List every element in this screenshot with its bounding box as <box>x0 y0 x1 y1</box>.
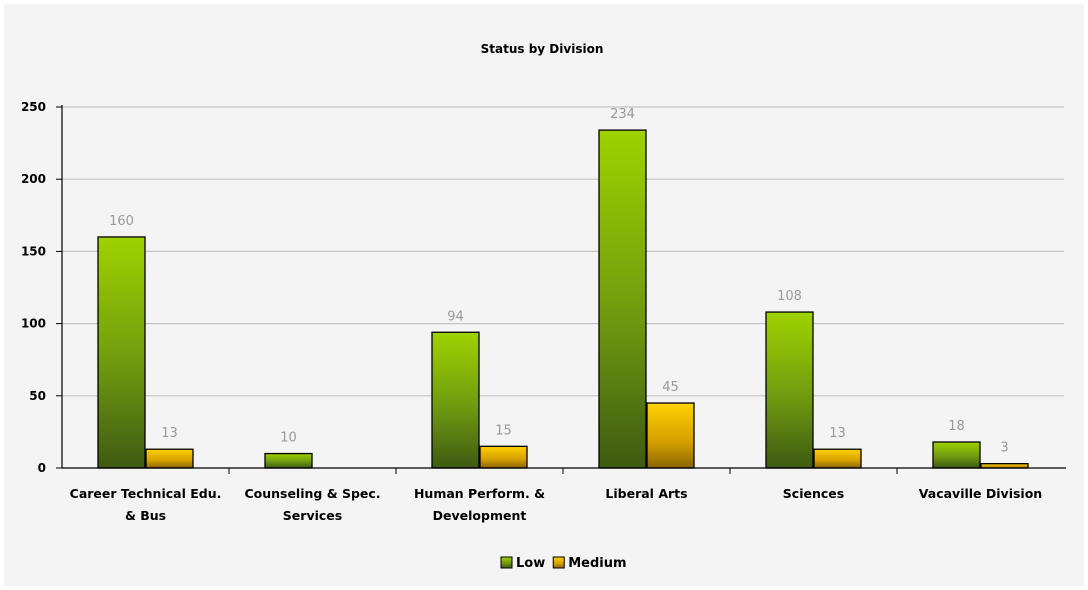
y-tick-label: 150 <box>21 244 46 258</box>
bar-low-3 <box>598 129 647 469</box>
x-category-label: Vacaville Division <box>919 486 1042 501</box>
data-label-low: 18 <box>948 419 965 434</box>
y-tick-label: 100 <box>21 317 46 331</box>
legend-swatch-medium <box>552 556 565 569</box>
bar-low-1 <box>264 452 313 469</box>
legend-label-medium: Medium <box>568 556 626 571</box>
bar-medium-3 <box>646 402 695 469</box>
data-label-medium: 13 <box>829 426 846 441</box>
x-category-label: Counseling & Spec. <box>244 486 380 501</box>
y-tick-label: 0 <box>38 461 46 475</box>
bar-medium-5 <box>980 463 1029 469</box>
bar-low-0 <box>97 236 146 469</box>
chart-panel: Status by Division 160 13 10 94 15 234 45 108 13… <box>4 4 1084 586</box>
chart-title: Status by Division <box>481 42 604 56</box>
y-tick-label: 50 <box>29 389 46 403</box>
x-category-label: Human Perform. & <box>414 486 545 501</box>
legend-label-low: Low <box>516 556 545 571</box>
bar-chart: Status by Division 160 13 10 94 15 234 45 108 13… <box>21 42 1066 571</box>
x-category-label: Sciences <box>783 486 844 501</box>
y-tick-label: 200 <box>21 172 46 186</box>
data-label-low: 10 <box>280 431 297 446</box>
data-label-medium: 15 <box>495 423 512 438</box>
bar-low-2 <box>431 331 480 469</box>
x-category-label: Liberal Arts <box>605 486 687 501</box>
data-label-low: 108 <box>777 289 802 304</box>
data-label-low: 160 <box>109 214 134 229</box>
bar-medium-0 <box>145 448 194 469</box>
bar-medium-2 <box>479 445 528 469</box>
y-tick-label: 250 <box>21 100 46 114</box>
x-category-label: & Bus <box>125 508 166 523</box>
data-label-low: 234 <box>610 107 635 122</box>
legend-swatch-low <box>500 556 513 569</box>
data-label-low: 94 <box>447 309 464 324</box>
data-label-medium: 45 <box>662 380 679 395</box>
x-category-label: Services <box>283 508 342 523</box>
x-category-label: Career Technical Edu. <box>70 486 222 501</box>
data-label-medium: 3 <box>1000 441 1008 456</box>
data-label-medium: 13 <box>161 426 178 441</box>
bar-low-5 <box>932 441 981 469</box>
bar-low-4 <box>765 311 814 469</box>
bar-medium-4 <box>813 448 862 469</box>
x-category-label: Development <box>433 508 527 523</box>
legend: Low Medium <box>500 556 627 571</box>
